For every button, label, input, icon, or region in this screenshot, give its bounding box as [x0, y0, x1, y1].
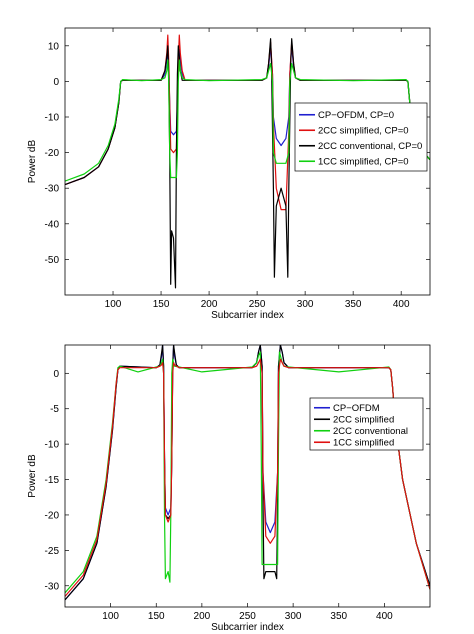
legend-box [294, 102, 428, 172]
y-axis-label: Power dB [27, 454, 38, 498]
x-tick-label: 300 [297, 299, 314, 310]
x-tick-label: 400 [393, 299, 410, 310]
series-line-4 [65, 358, 430, 597]
x-axis-label: Subcarrier index [211, 622, 284, 633]
x-tick-label: 350 [330, 611, 347, 622]
y-tick-label: 10 [48, 41, 60, 52]
x-tick-label: 350 [345, 299, 362, 310]
y-tick-label: -20 [45, 510, 60, 521]
chart-1: 100 150 200 250 300 350 400100-10-20-30-40-50S… [27, 27, 431, 321]
legend-label: 2CC conventional, CP=0 [318, 141, 422, 152]
legend: CP−OFDM, CP=0 2CC simplified, CP=0 2CC con… [294, 102, 428, 172]
x-tick-label: 300 [285, 611, 302, 622]
chart-2: 100 150 200 250 300 350 400 0 -5 -10 -15 -20 -25 -30 S… [27, 344, 431, 633]
series-line-4 [65, 59, 430, 182]
y-tick-label: -30 [45, 184, 60, 195]
y-tick-label: -50 [45, 255, 60, 266]
x-tick-label: 150 [153, 299, 170, 310]
y-tick-label: -15 [45, 475, 60, 486]
series-line-2 [65, 345, 430, 601]
y-tick-label: 0 [53, 369, 59, 380]
y-tick-label: -30 [45, 581, 60, 592]
x-tick-label: 400 [376, 611, 393, 622]
y-tick-label: -5 [50, 404, 59, 415]
x-tick-label: 200 [201, 299, 218, 310]
x-tick-label: 100 [105, 299, 122, 310]
legend-label: CP−OFDM [333, 403, 380, 414]
x-tick-label: 150 [148, 611, 165, 622]
legend-box [309, 397, 424, 451]
legend-label: 2CC simplified [333, 415, 394, 426]
series-line-1 [65, 345, 430, 601]
plot-area [65, 345, 430, 601]
y-tick-label: -10 [45, 113, 60, 124]
x-tick-label: 250 [249, 299, 266, 310]
legend-label: 1CC simplified [333, 438, 394, 449]
legend-label: CP−OFDM, CP=0 [318, 110, 394, 121]
legend-label: 1CC simplified, CP=0 [318, 157, 409, 168]
x-tick-label: 200 [194, 611, 211, 622]
legend-label: 2CC conventional [333, 426, 408, 437]
series-line-3 [65, 351, 430, 594]
y-tick-label: -20 [45, 148, 60, 159]
axes-box [64, 27, 431, 296]
legend-label: 2CC simplified, CP=0 [318, 126, 409, 137]
y-tick-label: -40 [45, 219, 60, 230]
x-tick-label: 100 [102, 611, 119, 622]
plot-area [65, 34, 430, 289]
y-tick-label: 0 [53, 77, 59, 88]
y-tick-label: -25 [45, 546, 60, 557]
y-axis-label: Power dB [27, 139, 38, 183]
y-tick-label: -10 [45, 440, 60, 451]
x-axis-label: Subcarrier index [211, 310, 284, 321]
axes-box [64, 344, 431, 608]
x-tick-label: 250 [239, 611, 256, 622]
